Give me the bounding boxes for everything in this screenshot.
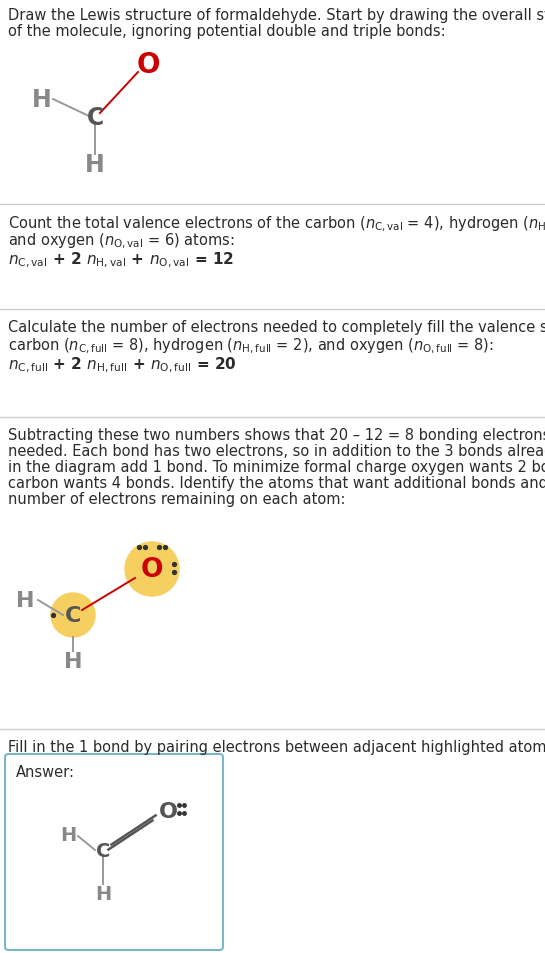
- Text: H: H: [16, 590, 34, 610]
- Text: H: H: [85, 152, 105, 177]
- Text: Subtracting these two numbers shows that 20 – 12 = 8 bonding electrons are: Subtracting these two numbers shows that…: [8, 428, 545, 442]
- Text: of the molecule, ignoring potential double and triple bonds:: of the molecule, ignoring potential doub…: [8, 24, 446, 39]
- Text: Count the total valence electrons of the carbon ($n_\mathrm{C,val}$ = 4), hydrog: Count the total valence electrons of the…: [8, 214, 545, 234]
- Text: in the diagram add 1 bond. To minimize formal charge oxygen wants 2 bonds and: in the diagram add 1 bond. To minimize f…: [8, 459, 545, 475]
- Text: H: H: [95, 884, 111, 903]
- Text: needed. Each bond has two electrons, so in addition to the 3 bonds already prese: needed. Each bond has two electrons, so …: [8, 443, 545, 458]
- Text: Fill in the 1 bond by pairing electrons between adjacent highlighted atoms:: Fill in the 1 bond by pairing electrons …: [8, 740, 545, 754]
- Text: $n_\mathrm{C,full}$ + 2 $n_\mathrm{H,full}$ + $n_\mathrm{O,full}$ = 20: $n_\mathrm{C,full}$ + 2 $n_\mathrm{H,ful…: [8, 355, 237, 375]
- Circle shape: [51, 594, 95, 638]
- Text: H: H: [64, 651, 82, 671]
- Text: C: C: [96, 841, 110, 861]
- Text: number of electrons remaining on each atom:: number of electrons remaining on each at…: [8, 492, 346, 506]
- Text: H: H: [60, 825, 76, 844]
- Text: Draw the Lewis structure of formaldehyde. Start by drawing the overall structure: Draw the Lewis structure of formaldehyde…: [8, 8, 545, 23]
- Text: C: C: [86, 106, 104, 130]
- Text: O: O: [141, 557, 164, 582]
- Text: and oxygen ($n_\mathrm{O,val}$ = 6) atoms:: and oxygen ($n_\mathrm{O,val}$ = 6) atom…: [8, 232, 234, 251]
- Text: carbon wants 4 bonds. Identify the atoms that want additional bonds and the: carbon wants 4 bonds. Identify the atoms…: [8, 476, 545, 491]
- Text: Calculate the number of electrons needed to completely fill the valence shells f: Calculate the number of electrons needed…: [8, 319, 545, 335]
- Text: O: O: [136, 51, 160, 79]
- Text: C: C: [65, 605, 81, 625]
- Text: O: O: [159, 801, 178, 821]
- Circle shape: [125, 542, 179, 597]
- Text: $n_\mathrm{C,val}$ + 2 $n_\mathrm{H,val}$ + $n_\mathrm{O,val}$ = 12: $n_\mathrm{C,val}$ + 2 $n_\mathrm{H,val}…: [8, 251, 234, 270]
- Text: Answer:: Answer:: [16, 764, 75, 780]
- Text: carbon ($n_\mathrm{C,full}$ = 8), hydrogen ($n_\mathrm{H,full}$ = 2), and oxygen: carbon ($n_\mathrm{C,full}$ = 8), hydrog…: [8, 336, 494, 355]
- Text: H: H: [32, 88, 52, 112]
- FancyBboxPatch shape: [5, 754, 223, 950]
